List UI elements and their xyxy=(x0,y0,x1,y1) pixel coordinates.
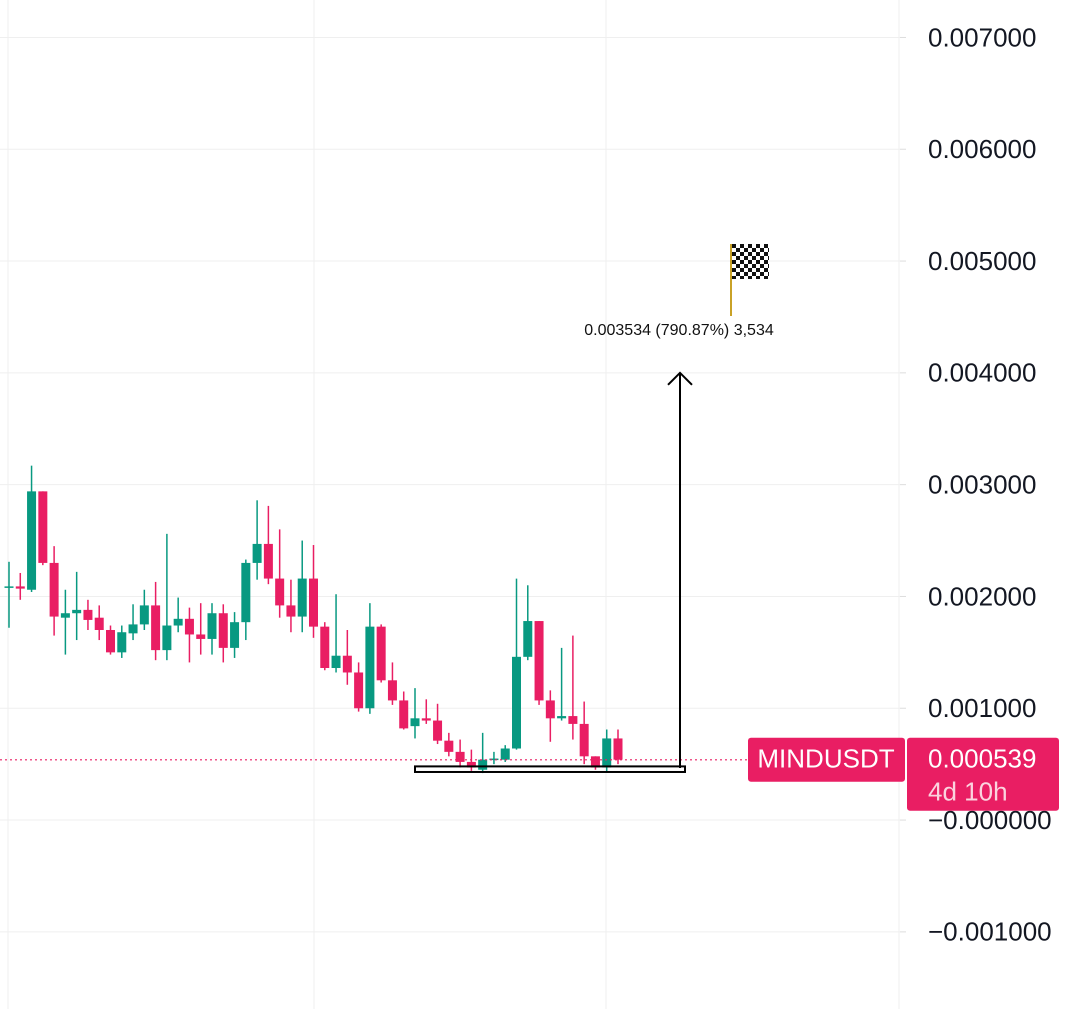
candle-body xyxy=(275,578,285,606)
candle-body xyxy=(286,605,296,617)
candle-body xyxy=(49,562,59,617)
candle-body xyxy=(512,656,521,749)
y-tick-label: 0.002000 xyxy=(928,581,1036,611)
candle-body xyxy=(320,626,330,669)
candle-body xyxy=(252,543,262,563)
range-box xyxy=(414,765,686,773)
candle-body xyxy=(128,624,138,634)
candle-body xyxy=(433,720,443,741)
candle-body xyxy=(241,562,251,623)
candle-body xyxy=(410,718,420,727)
candle-body xyxy=(15,586,25,589)
candle-body xyxy=(173,618,183,626)
candle-body xyxy=(139,605,149,625)
candle-body xyxy=(106,629,115,653)
candle-body xyxy=(162,625,172,651)
y-tick-label: 0.001000 xyxy=(928,693,1036,723)
candle-body xyxy=(602,738,612,768)
candle-body xyxy=(534,621,544,701)
measure-label: 0.003534 (790.87%) 3,534 xyxy=(584,322,774,339)
arrow-head xyxy=(667,371,693,386)
candle-body xyxy=(83,609,93,620)
candle-body xyxy=(399,700,409,729)
price-label: 0.000539 xyxy=(928,744,1036,774)
candle-body xyxy=(557,716,567,719)
candle-body xyxy=(489,758,499,761)
candle-body xyxy=(207,613,217,639)
candle-body xyxy=(297,578,307,617)
symbol-label: MINDUSDT xyxy=(757,744,894,774)
candle-body xyxy=(387,680,397,701)
candle-body xyxy=(184,618,194,635)
candle-body xyxy=(27,491,37,590)
candle-body xyxy=(455,751,465,762)
candle-body xyxy=(117,632,127,653)
y-tick-label: 0.007000 xyxy=(928,22,1036,52)
candle-body xyxy=(38,491,48,563)
candle-body xyxy=(230,622,240,648)
candle-body xyxy=(60,613,70,618)
candle-body xyxy=(613,738,623,760)
vertical-grid xyxy=(7,0,900,1009)
y-tick-label: −0.001000 xyxy=(928,917,1052,947)
candle-body xyxy=(545,700,555,719)
y-tick-label: 0.004000 xyxy=(928,358,1036,388)
candle-body xyxy=(94,617,104,630)
candle-body xyxy=(218,613,228,648)
candle-body xyxy=(500,748,510,760)
symbol-tag xyxy=(748,737,905,782)
candle-body xyxy=(466,761,476,768)
y-tick-label: 0.003000 xyxy=(928,470,1036,500)
candle-body xyxy=(342,655,352,673)
candles xyxy=(4,465,623,774)
candle-body xyxy=(72,609,82,614)
candle-body xyxy=(590,756,600,768)
price-tag xyxy=(907,737,1059,811)
candle-body xyxy=(4,586,14,588)
candle-body xyxy=(354,672,364,709)
candle-body xyxy=(478,759,488,770)
candle-body xyxy=(331,655,341,669)
candle-body xyxy=(376,626,386,681)
candle-body xyxy=(365,626,375,709)
candle-body xyxy=(579,723,589,757)
candle-body xyxy=(196,634,206,639)
candle-body xyxy=(444,740,454,752)
candle-body xyxy=(151,605,161,651)
y-tick-label: 0.005000 xyxy=(928,246,1036,276)
candle-body xyxy=(263,543,273,579)
candle-body xyxy=(523,621,533,657)
flag xyxy=(730,244,769,316)
candle-body xyxy=(568,716,578,724)
grid xyxy=(0,36,900,933)
candle-body xyxy=(421,718,431,721)
drawings xyxy=(0,371,900,773)
countdown-label: 4d 10h xyxy=(928,777,1008,807)
y-tick-label: 0.006000 xyxy=(928,134,1036,164)
candle-body xyxy=(309,578,318,627)
